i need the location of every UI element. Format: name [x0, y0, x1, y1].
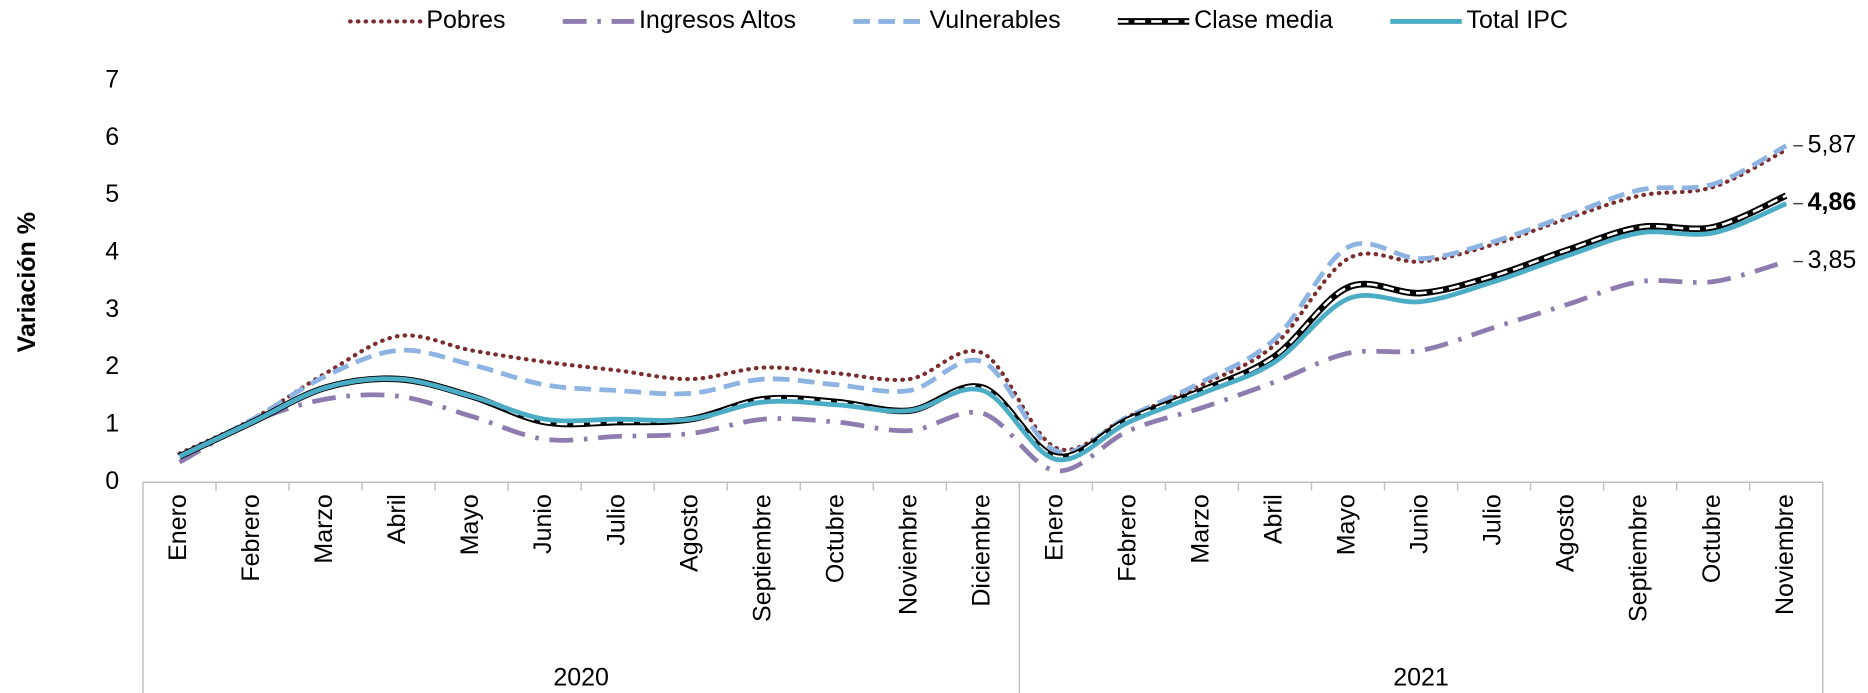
x-tick-label: Marzo	[310, 494, 338, 563]
legend-label: Total IPC	[1466, 6, 1567, 34]
x-tick-label: Octubre	[1698, 494, 1726, 583]
y-tick-label: 7	[105, 66, 119, 94]
x-tick-label: Mayo	[1333, 494, 1361, 555]
legend-label: Vulnerables	[929, 6, 1060, 34]
y-tick-label: 6	[105, 123, 119, 151]
legend-label: Clase media	[1194, 6, 1333, 34]
x-tick-label: Mayo	[456, 494, 484, 555]
series-line	[177, 147, 1789, 456]
group-label: 2020	[553, 663, 609, 691]
series-line	[178, 192, 1788, 461]
y-tick-label: 1	[105, 410, 119, 438]
x-tick-label: Abril	[383, 494, 411, 544]
data-label: 5,87	[1808, 130, 1857, 158]
series-line	[178, 143, 1788, 459]
x-tick-label: Febrero	[1114, 494, 1142, 582]
x-tick-label: Julio	[602, 494, 630, 545]
x-tick-label: Junio	[1406, 494, 1434, 554]
x-tick-label: Febrero	[237, 494, 265, 582]
y-tick-label: 4	[105, 238, 119, 266]
series-line	[178, 201, 1788, 463]
x-tick-label: Octubre	[821, 494, 849, 583]
x-tick-label: Noviembre	[894, 494, 922, 615]
legend: Pobres Ingresos Altos Vulnerables Clase med…	[348, 6, 1568, 34]
data-label: 3,85	[1808, 246, 1857, 274]
x-tick-label: Abril	[1260, 494, 1288, 544]
x-tick-label: Septiembre	[1625, 494, 1653, 622]
y-tick-label: 2	[105, 352, 119, 380]
series-line-inner	[178, 194, 1787, 459]
x-tick-label: Marzo	[1187, 494, 1215, 563]
legend-label: Ingresos Altos	[639, 6, 796, 34]
x-tick-label: Diciembre	[967, 494, 995, 607]
x-tick-label: Enero	[1040, 494, 1068, 561]
series-line	[178, 259, 1787, 474]
x-tick-label: Agosto	[1552, 494, 1580, 572]
x-tick-label: Septiembre	[748, 494, 776, 622]
data-label: 4,86	[1808, 188, 1857, 216]
x-tick-label: Noviembre	[1771, 494, 1799, 615]
group-label: 2021	[1393, 663, 1449, 691]
x-tick-label: Agosto	[675, 494, 703, 572]
x-tick-label: Julio	[1479, 494, 1507, 545]
y-tick-label: 5	[105, 180, 119, 208]
y-tick-label: 0	[105, 467, 119, 495]
legend-label: Pobres	[426, 6, 505, 34]
y-tick-label: 3	[105, 295, 119, 323]
x-tick-label: Enero	[164, 494, 192, 561]
x-tick-label: Junio	[529, 494, 557, 554]
y-axis-title: Variación %	[13, 212, 41, 352]
